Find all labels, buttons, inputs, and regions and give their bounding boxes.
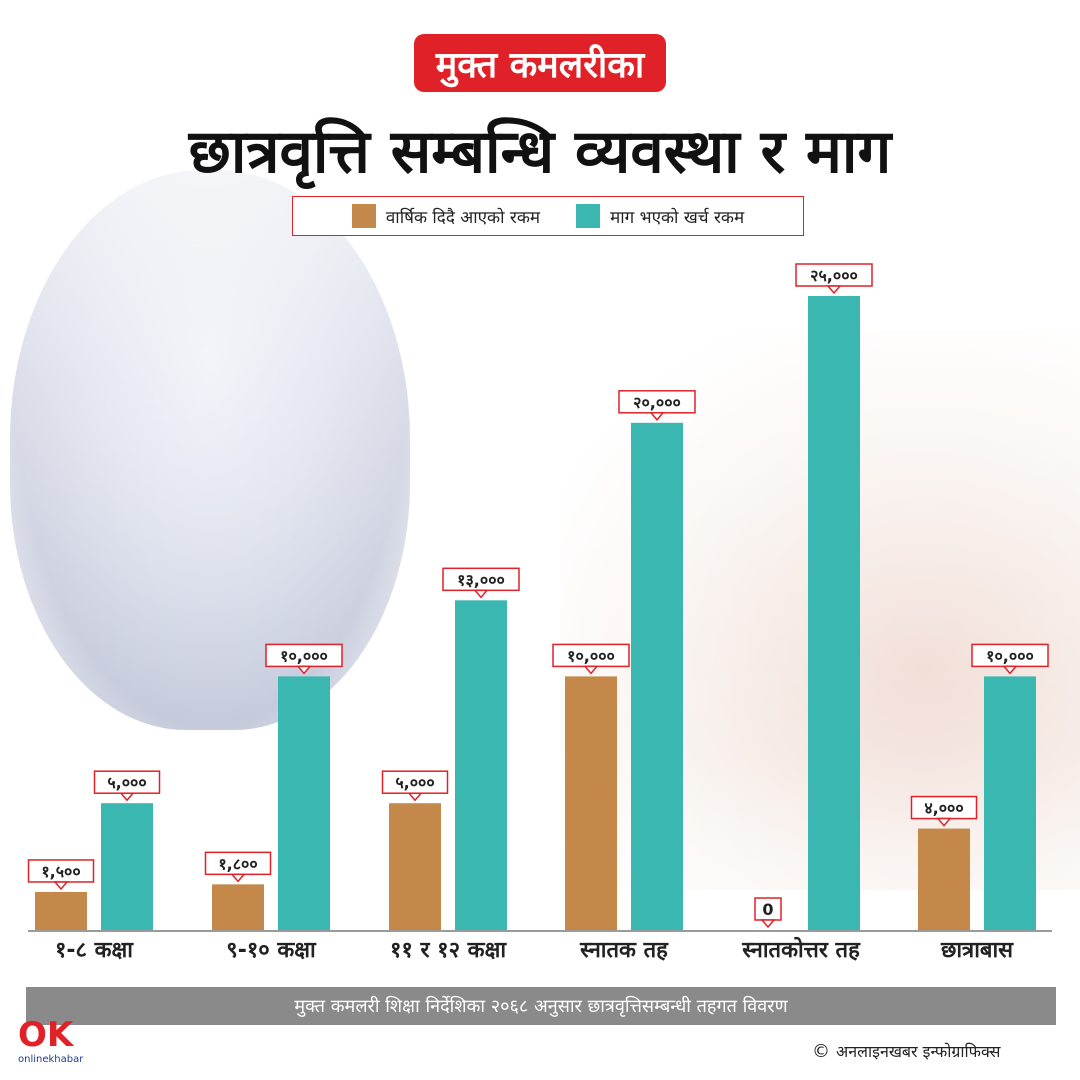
legend-label-series-b: माग भएको खर्च रकम (610, 207, 745, 228)
x-tick-label: स्नातक तह (580, 938, 668, 963)
x-tick-label: ११ र १२ कक्षा (389, 938, 507, 963)
logo-sub: onlinekhabar (18, 1054, 84, 1065)
credit-line: © अनलाइनखबर इन्फोग्राफिक्स (812, 1040, 1000, 1062)
x-tick-label: ९-१० कक्षा (226, 938, 316, 963)
legend-label-series-a: वार्षिक दिदै आएको रकम (385, 207, 541, 228)
logo-mark: OK (18, 1015, 74, 1055)
x-tick-label: छात्राबास (940, 938, 1014, 963)
x-tick-label: १-८ कक्षा (54, 938, 134, 963)
page-title: छात्रवृत्ति सम्बन्धि व्यवस्था र माग (188, 117, 892, 187)
legend-swatch-series-a (351, 204, 376, 228)
legend-item-series-b: माग भएको खर्च रकम (576, 204, 744, 228)
x-tick-label: स्नातकोत्तर तह (742, 938, 860, 963)
credit-text: अनलाइनखबर इन्फोग्राफिक्स (836, 1042, 1001, 1061)
legend-swatch-series-b (576, 204, 601, 228)
footer-note: मुक्त कमलरी शिक्षा निर्देशिका २०६८ अनुसा… (26, 987, 1056, 1025)
chart-legend: वार्षिक दिदै आएको रकम माग भएको खर्च रकम (292, 196, 804, 236)
header-badge: मुक्त कमलरीका (414, 34, 666, 92)
copyright-icon: © (812, 1041, 830, 1062)
legend-item-series-a: वार्षिक दिदै आएको रकम (351, 204, 541, 228)
onlinekhabar-logo: OK onlinekhabar (18, 1015, 84, 1070)
